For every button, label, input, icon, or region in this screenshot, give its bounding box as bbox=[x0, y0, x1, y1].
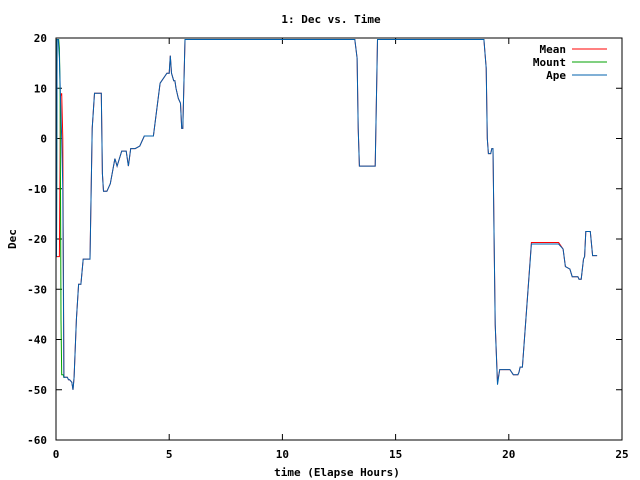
x-tick-label: 25 bbox=[615, 448, 628, 461]
legend-label-mount: Mount bbox=[533, 56, 566, 69]
x-axis-label: time (Elapse Hours) bbox=[274, 466, 400, 479]
x-tick-label: 15 bbox=[389, 448, 402, 461]
y-axis-label-group: Dec bbox=[6, 229, 19, 249]
x-tick-label: 0 bbox=[53, 448, 60, 461]
series-line-mean bbox=[56, 39, 598, 390]
x-tick-label: 5 bbox=[166, 448, 173, 461]
chart-title: 1: Dec vs. Time bbox=[281, 13, 381, 26]
y-tick-label: 10 bbox=[34, 82, 47, 95]
y-tick-label: -60 bbox=[27, 434, 47, 447]
y-tick-label: -20 bbox=[27, 233, 47, 246]
series-line-ape bbox=[56, 39, 598, 390]
x-tick-label: 20 bbox=[502, 448, 515, 461]
y-tick-label: -10 bbox=[27, 183, 47, 196]
y-tick-label: 20 bbox=[34, 32, 47, 45]
series-layer bbox=[56, 39, 598, 390]
y-tick-label: -50 bbox=[27, 384, 47, 397]
y-tick-label: -30 bbox=[27, 283, 47, 296]
legend-label-mean: Mean bbox=[540, 43, 567, 56]
plot-frame bbox=[55, 37, 623, 441]
y-axis-label: Dec bbox=[6, 229, 19, 249]
y-tick-label: 0 bbox=[40, 133, 47, 146]
y-tick-label: -40 bbox=[27, 334, 47, 347]
x-tick-label: 10 bbox=[276, 448, 289, 461]
legend-label-ape: Ape bbox=[546, 69, 566, 82]
axis-ticks-layer: 0 5 10 15 20 25 -60 -50 -40 -30 -20 -10 0 10 20 bbox=[27, 32, 629, 461]
